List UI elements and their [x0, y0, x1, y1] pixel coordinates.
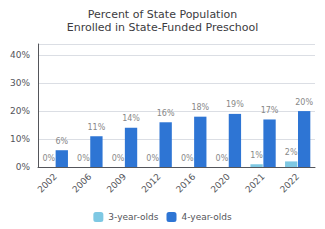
svg-text:0%: 0% [112, 154, 125, 163]
svg-text:30%: 30% [10, 78, 30, 88]
svg-text:Enrolled in State-Funded Presc: Enrolled in State-Funded Preschool [67, 21, 259, 34]
svg-text:2012: 2012 [139, 171, 162, 194]
svg-text:11%: 11% [88, 123, 106, 132]
svg-text:2016: 2016 [174, 171, 197, 194]
svg-text:2021: 2021 [243, 171, 266, 194]
svg-text:0%: 0% [16, 162, 31, 172]
svg-text:2006: 2006 [70, 171, 93, 194]
svg-text:2009: 2009 [105, 171, 128, 194]
svg-text:0%: 0% [42, 154, 55, 163]
svg-text:2002: 2002 [36, 171, 59, 194]
svg-text:4-year-olds: 4-year-olds [182, 212, 232, 222]
svg-text:0%: 0% [181, 154, 194, 163]
svg-text:2%: 2% [285, 148, 298, 157]
svg-text:20%: 20% [295, 98, 313, 107]
svg-text:2020: 2020 [209, 171, 232, 194]
svg-text:17%: 17% [261, 106, 279, 115]
svg-text:0%: 0% [146, 154, 159, 163]
svg-text:14%: 14% [122, 114, 140, 123]
svg-text:Percent of State Population: Percent of State Population [88, 8, 237, 21]
svg-text:19%: 19% [226, 100, 244, 109]
svg-text:20%: 20% [10, 106, 30, 116]
svg-text:6%: 6% [55, 137, 68, 146]
svg-text:16%: 16% [157, 109, 175, 118]
svg-text:3-year-olds: 3-year-olds [108, 212, 158, 222]
svg-text:10%: 10% [10, 134, 30, 144]
svg-text:2022: 2022 [278, 171, 301, 194]
svg-text:40%: 40% [10, 50, 30, 60]
svg-text:1%: 1% [250, 151, 263, 160]
svg-text:0%: 0% [77, 154, 90, 163]
svg-text:18%: 18% [191, 103, 209, 112]
svg-text:0%: 0% [216, 154, 229, 163]
